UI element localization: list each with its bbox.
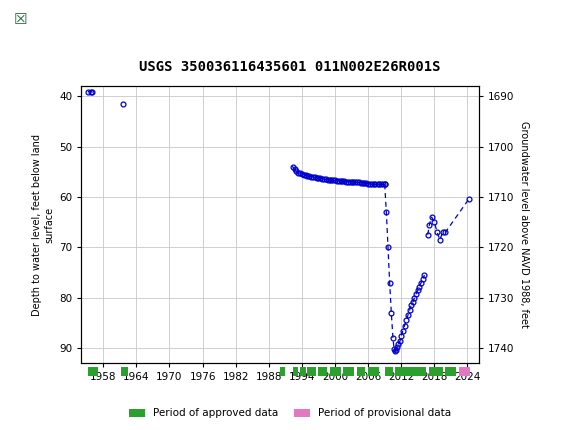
Bar [343, 367, 354, 376]
Bar [329, 367, 340, 376]
Bar [307, 367, 316, 376]
Bar [445, 367, 456, 376]
Bar [394, 367, 426, 376]
Bar [5, 5, 37, 34]
Text: ☒: ☒ [14, 12, 27, 27]
Bar [280, 367, 285, 376]
Y-axis label: Groundwater level above NAVD 1988, feet: Groundwater level above NAVD 1988, feet [520, 121, 530, 328]
Legend: Period of approved data, Period of provisional data: Period of approved data, Period of provi… [125, 404, 455, 423]
Bar [292, 367, 298, 376]
Y-axis label: Depth to water level, feet below land
surface: Depth to water level, feet below land su… [32, 134, 55, 316]
Bar [368, 367, 379, 376]
Text: USGS 350036116435601 011N002E26R001S: USGS 350036116435601 011N002E26R001S [139, 60, 441, 74]
Text: USGS: USGS [44, 10, 99, 28]
Bar [385, 367, 393, 376]
Bar [459, 367, 470, 376]
Bar [357, 367, 365, 376]
Bar [300, 367, 306, 376]
Bar [318, 367, 327, 376]
Bar [121, 367, 128, 376]
Bar [88, 367, 98, 376]
Bar [429, 367, 443, 376]
